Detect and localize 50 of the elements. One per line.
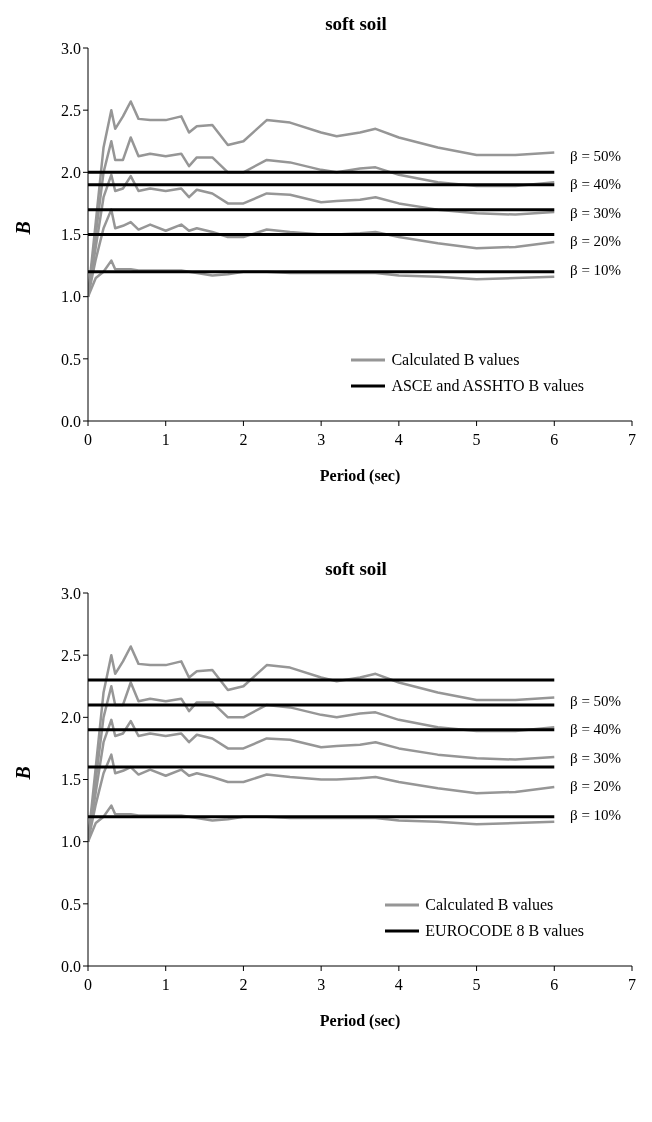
- y-tick-label: 1.0: [61, 833, 81, 851]
- y-tick-label: 3.0: [61, 584, 81, 602]
- y-tick-label: 2.5: [61, 646, 81, 664]
- x-tick-label: 4: [394, 976, 403, 994]
- y-tick-label: 0.5: [61, 350, 81, 368]
- x-tick-label: 3: [317, 976, 326, 994]
- legend-label: Calculated B values: [425, 896, 554, 914]
- y-axis-title: B: [12, 221, 35, 236]
- legend-label: EUROCODE 8 B values: [425, 922, 584, 940]
- y-tick-label: 2.0: [61, 164, 81, 182]
- x-axis-title: Period (sec): [319, 1012, 401, 1030]
- x-tick-label: 5: [472, 976, 481, 994]
- annotation: β = 30%: [570, 749, 622, 767]
- annotation: β = 30%: [570, 204, 622, 222]
- x-tick-label: 0: [84, 431, 92, 449]
- y-tick-label: 0.0: [61, 412, 81, 430]
- y-tick-label: 3.0: [61, 39, 81, 57]
- y-tick-label: 2.5: [61, 101, 81, 119]
- annotation: β = 10%: [570, 261, 622, 279]
- x-tick-label: 2: [239, 976, 248, 994]
- x-tick-label: 0: [84, 976, 92, 994]
- x-tick-label: 2: [239, 431, 248, 449]
- x-tick-label: 5: [472, 431, 481, 449]
- x-tick-label: 7: [628, 431, 636, 449]
- y-axis-title: B: [12, 766, 35, 781]
- legend-label: ASCE and ASSHTO B values: [391, 377, 584, 395]
- x-tick-label: 1: [161, 976, 170, 994]
- x-tick-label: 1: [161, 431, 170, 449]
- annotation: β = 50%: [570, 692, 622, 710]
- x-tick-label: 3: [317, 431, 326, 449]
- annotation: β = 20%: [570, 233, 622, 251]
- legend-label: Calculated B values: [391, 351, 520, 369]
- x-tick-label: 6: [550, 976, 559, 994]
- annotation: β = 40%: [570, 176, 622, 194]
- chart-title: soft soil: [324, 12, 388, 36]
- y-tick-label: 2.0: [61, 709, 81, 727]
- x-tick-label: 6: [550, 431, 559, 449]
- y-tick-label: 0.0: [61, 957, 81, 975]
- y-tick-label: 1.5: [61, 226, 81, 244]
- annotation: β = 20%: [570, 778, 622, 796]
- y-tick-label: 1.5: [61, 771, 81, 789]
- annotation: β = 40%: [570, 721, 622, 739]
- annotation: β = 10%: [570, 806, 622, 824]
- x-axis-title: Period (sec): [319, 467, 401, 485]
- y-tick-label: 0.5: [61, 895, 81, 913]
- x-tick-label: 4: [394, 431, 403, 449]
- y-tick-label: 1.0: [61, 288, 81, 306]
- annotation: β = 50%: [570, 147, 622, 165]
- x-tick-label: 7: [628, 976, 636, 994]
- chart-title: soft soil: [324, 557, 388, 581]
